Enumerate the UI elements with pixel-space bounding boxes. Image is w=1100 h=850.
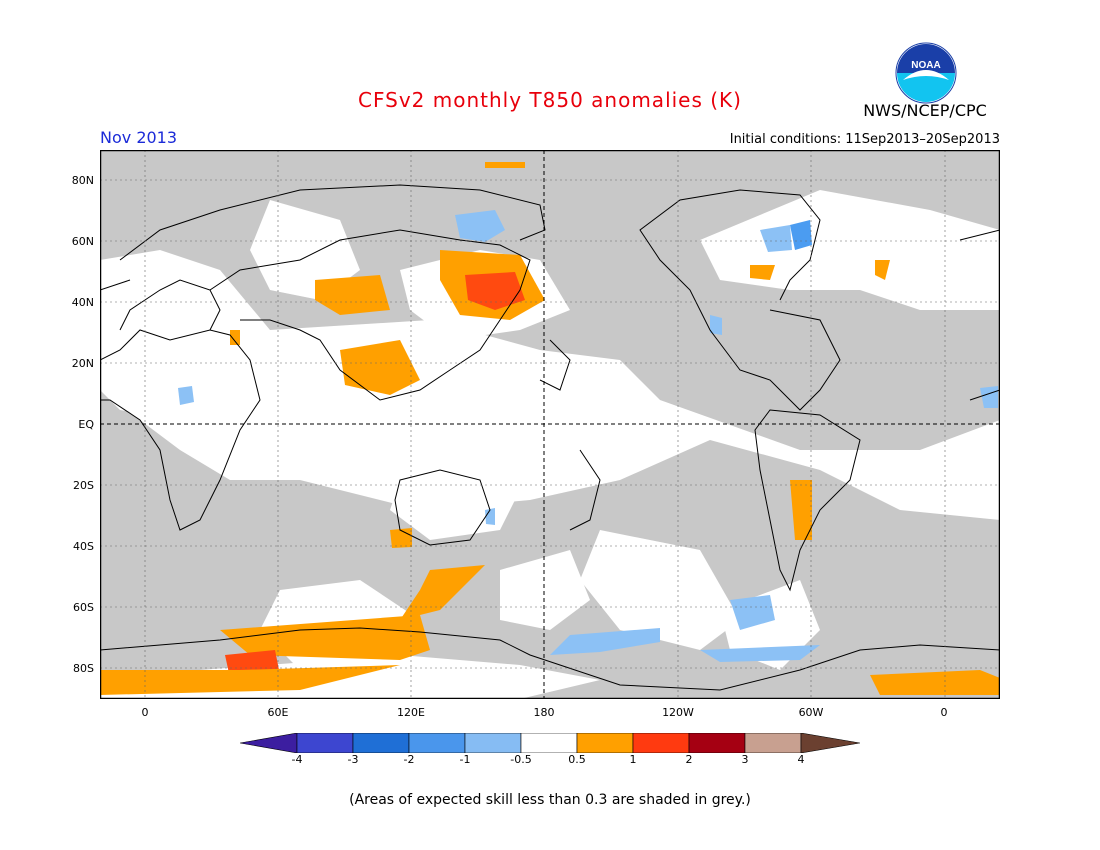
lat-label: 40S xyxy=(73,540,94,553)
lon-label: 120W xyxy=(662,706,694,719)
lat-label: 40N xyxy=(71,296,94,309)
lon-label: 0 xyxy=(141,706,149,719)
lat-label: 80N xyxy=(71,174,94,187)
lat-label: 80S xyxy=(73,662,94,675)
colorbar-swatch xyxy=(240,733,298,753)
coastlines xyxy=(100,184,1000,691)
colorbar-label: 0.5 xyxy=(568,753,586,766)
colorbar-label: 3 xyxy=(741,753,749,766)
colorbar-swatch xyxy=(632,733,690,753)
colorbar xyxy=(240,733,860,753)
colorbar-label: -3 xyxy=(347,753,359,766)
lon-label: 60E xyxy=(267,706,289,719)
lat-label: EQ xyxy=(78,418,94,431)
colorbar-swatch xyxy=(520,733,578,753)
lat-label: 60N xyxy=(71,235,94,248)
anomaly-map xyxy=(100,150,1000,699)
colorbar-label: 4 xyxy=(797,753,805,766)
gridlines xyxy=(100,150,1000,699)
forecast-month: Nov 2013 xyxy=(100,128,178,147)
lat-label: 20N xyxy=(71,357,94,370)
lat-label: 20S xyxy=(73,479,94,492)
colorbar-swatch xyxy=(744,733,802,753)
colorbar-swatch xyxy=(688,733,746,753)
positive-anomalies xyxy=(100,162,1000,695)
colorbar-swatch xyxy=(464,733,522,753)
lon-label: 180 xyxy=(533,706,555,719)
lon-label: 120E xyxy=(397,706,425,719)
agency-label: NWS/NCEP/CPC xyxy=(863,101,987,120)
negative-anomalies xyxy=(178,210,998,662)
map-frame xyxy=(100,150,1000,699)
equator-dateline xyxy=(100,150,1000,699)
colorbar-swatch xyxy=(800,733,860,753)
colorbar-label: 2 xyxy=(685,753,693,766)
lat-label: 60S xyxy=(73,601,94,614)
noaa-logo: NOAA xyxy=(895,42,957,104)
colorbar-swatch xyxy=(408,733,466,753)
lon-label: 0 xyxy=(940,706,948,719)
logo-text: NOAA xyxy=(911,60,940,71)
colorbar-label: -0.5 xyxy=(510,753,532,766)
colorbar-swatch xyxy=(576,733,634,753)
colorbar-label: 1 xyxy=(629,753,637,766)
lon-label: 60W xyxy=(798,706,824,719)
colorbar-swatch xyxy=(352,733,410,753)
chart-title: CFSv2 monthly T850 anomalies (K) xyxy=(358,88,742,112)
skill-note: (Areas of expected skill less than 0.3 a… xyxy=(349,792,751,808)
colorbar-label: -4 xyxy=(291,753,303,766)
colorbar-swatch xyxy=(296,733,354,753)
colorbar-label: -2 xyxy=(403,753,415,766)
initial-conditions: Initial conditions: 11Sep2013–20Sep2013 xyxy=(729,132,1000,147)
colorbar-label: -1 xyxy=(459,753,471,766)
